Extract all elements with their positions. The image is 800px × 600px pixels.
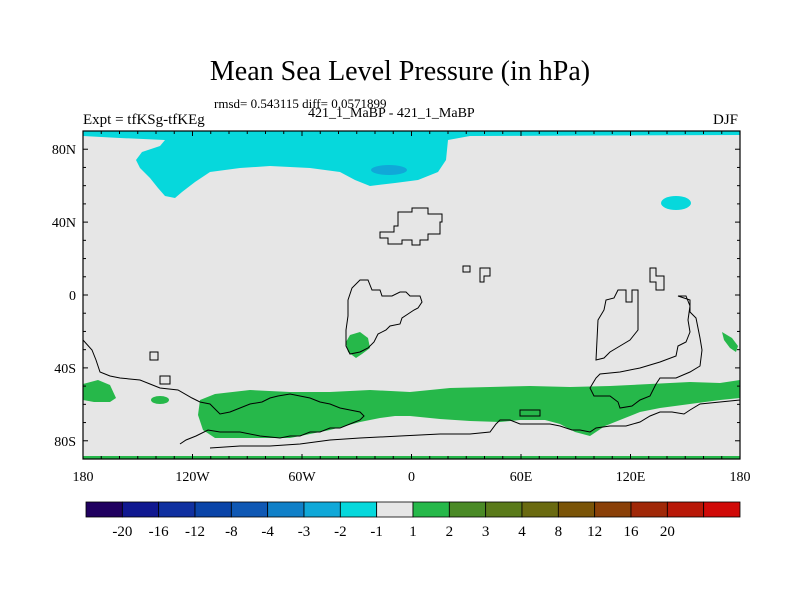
- y-axis-ticks: 80N 40N 0 40S 80S: [52, 143, 740, 450]
- positive-south-america-region: [346, 332, 370, 358]
- colorbar-label: 12: [587, 524, 602, 540]
- coast-antarctica: [209, 399, 740, 449]
- negative-arctic-core-region: [371, 165, 407, 175]
- coast-mideast: [462, 265, 471, 273]
- coast-europe: [379, 207, 443, 246]
- coast-south-america: [83, 339, 365, 445]
- x-axis-ticks: 180 120W 60W 0 60E 120E 180: [73, 131, 751, 485]
- coastlines: [83, 207, 740, 449]
- y-tick-label: 80N: [52, 143, 76, 158]
- colorbar-label: -20: [112, 524, 132, 540]
- colorbar-swatch: [194, 501, 232, 518]
- positive-southwest-pacific-region: [722, 332, 738, 352]
- colorbar: -20 -16 -12 -8 -4 -3 -2 -1 1 2 3 4 8 12 16 20: [85, 501, 741, 540]
- coast-africa: [345, 279, 423, 355]
- colorbar-swatch: [303, 501, 341, 518]
- season-label: DJF: [713, 112, 739, 128]
- colorbar-swatch: [594, 501, 632, 518]
- colorbar-label: 20: [660, 524, 675, 540]
- colorbar-label: 8: [555, 524, 563, 540]
- colorbar-swatch: [376, 501, 414, 518]
- colorbar-label: -3: [298, 524, 311, 540]
- coast-south-georgia: [519, 409, 541, 417]
- runs-label: 421_1_MaBP - 421_1_MaBP: [308, 106, 475, 121]
- colorbar-label: 16: [624, 524, 640, 540]
- positive-small-patch: [151, 396, 169, 404]
- x-tick-label: 180: [730, 470, 751, 485]
- colorbar-label: -12: [185, 524, 205, 540]
- coast-indonesia: [589, 295, 703, 409]
- coast-pacific-islands: [149, 351, 159, 361]
- colorbar-swatch: [448, 501, 487, 518]
- y-tick-label: 80S: [54, 435, 76, 450]
- colorbar-label: -1: [370, 524, 383, 540]
- colorbar-label: 3: [482, 524, 490, 540]
- colorbar-label: 2: [446, 524, 454, 540]
- colorbar-label: -2: [334, 524, 347, 540]
- colorbar-label: -4: [261, 524, 274, 540]
- negative-north-pacific-region: [661, 196, 691, 210]
- colorbar-label: 4: [518, 524, 526, 540]
- colorbar-swatch: [485, 501, 523, 518]
- colorbar-swatch: [339, 501, 378, 518]
- x-tick-label: 0: [408, 470, 415, 485]
- coast-indochina: [649, 267, 665, 291]
- positive-main-band: [198, 380, 740, 438]
- chart-title: Mean Sea Level Pressure (in hPa): [209, 56, 591, 87]
- colorbar-swatch: [230, 501, 269, 518]
- y-tick-label: 40S: [54, 362, 76, 377]
- y-tick-label: 0: [69, 289, 76, 304]
- colorbar-swatch: [158, 501, 196, 518]
- colorbar-label: -16: [149, 524, 169, 540]
- colorbar-swatch: [630, 501, 668, 518]
- colorbar-swatch: [267, 501, 305, 518]
- colorbar-swatch: [85, 501, 123, 518]
- stats-text: rmsd= 0.543115 diff= 0.0571899: [214, 96, 387, 111]
- positive-southern-ocean-region: [83, 380, 116, 402]
- colorbar-swatch: [666, 501, 705, 518]
- x-tick-label: 60E: [510, 470, 533, 485]
- x-tick-label: 120E: [616, 470, 646, 485]
- coast-americas: [159, 375, 171, 385]
- experiment-label: Expt = tfKSg-tfKEg: [83, 112, 205, 128]
- colorbar-label: -8: [225, 524, 238, 540]
- colorbar-swatch: [521, 501, 559, 518]
- colorbar-swatch: [557, 501, 596, 518]
- coast-arabia: [479, 267, 491, 283]
- colorbar-label: 1: [409, 524, 417, 540]
- x-tick-label: 180: [73, 470, 94, 485]
- colorbar-swatch: [412, 501, 450, 518]
- x-tick-label: 60W: [288, 470, 316, 485]
- colorbar-swatch: [703, 501, 741, 518]
- coast-southeast-asia: [595, 289, 639, 361]
- x-tick-label: 120W: [175, 470, 210, 485]
- colorbar-swatch: [121, 501, 160, 518]
- negative-arctic-region: [83, 131, 740, 198]
- y-tick-label: 40N: [52, 216, 76, 231]
